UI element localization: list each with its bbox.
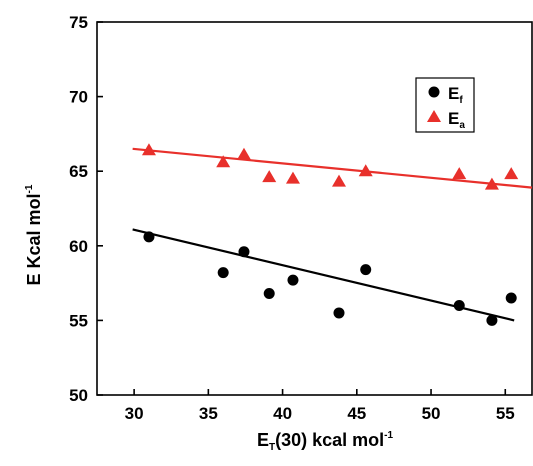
y-tick-label: 75 <box>69 13 88 32</box>
y-axis-label: E Kcal mol-1 <box>24 184 44 285</box>
legend-label-ef: Ef <box>448 84 463 106</box>
fit-lines <box>132 147 533 322</box>
legend: Ef Ea <box>415 77 475 133</box>
legend-marker-ef <box>428 86 440 98</box>
point-ef <box>505 292 517 304</box>
y-tick-label: 70 <box>69 88 88 107</box>
legend-label-ea: Ea <box>448 109 465 131</box>
x-axis-label-rest: (30) kcal mol <box>275 430 384 450</box>
point-ea <box>141 143 156 156</box>
fit-line-ea <box>132 147 533 189</box>
x-tick-label: 30 <box>125 404 144 423</box>
legend-marker-ea <box>427 110 441 122</box>
point-ea <box>504 167 519 180</box>
fit-line-ef <box>132 228 515 322</box>
point-ef <box>217 267 229 279</box>
plot-border <box>96 21 533 396</box>
point-ea <box>358 164 373 177</box>
y-axis-label-sup: -1 <box>24 184 35 193</box>
point-ea <box>216 155 231 168</box>
point-ea <box>331 174 346 187</box>
point-ef <box>360 264 372 276</box>
y-tick-label: 55 <box>69 311 88 330</box>
point-ea <box>484 177 499 190</box>
x-axis-label: ET(30) kcal mol-1 <box>257 430 394 453</box>
point-ef <box>263 288 275 300</box>
point-ea <box>285 171 300 184</box>
x-tick-label: 50 <box>422 404 441 423</box>
x-tick-label: 45 <box>347 404 366 423</box>
y-tick-label: 50 <box>69 386 88 405</box>
y-axis-label-main: E Kcal mol <box>24 193 44 285</box>
point-ef <box>143 231 155 243</box>
point-ef <box>238 246 250 258</box>
x-tick-label: 40 <box>273 404 292 423</box>
x-axis-label-main: E <box>257 430 269 450</box>
x-axis-label-sub: T <box>269 442 275 453</box>
point-ef <box>287 274 299 286</box>
x-axis-label-sup: -1 <box>384 430 393 441</box>
legend-box <box>415 77 475 133</box>
data-points <box>141 143 519 326</box>
plot-area <box>96 21 533 396</box>
y-tick-label: 60 <box>69 237 88 256</box>
x-tick-label: 55 <box>496 404 515 423</box>
point-ef <box>333 307 345 319</box>
point-ea <box>262 170 277 183</box>
point-ef <box>453 299 465 311</box>
x-tick-label: 35 <box>199 404 218 423</box>
point-ef <box>486 314 498 326</box>
axis-ticks: 50 55 60 65 70 75 30 35 40 45 50 55 <box>69 13 515 423</box>
y-tick-label: 65 <box>69 162 88 181</box>
point-ea <box>236 147 251 160</box>
point-ea <box>452 167 467 180</box>
